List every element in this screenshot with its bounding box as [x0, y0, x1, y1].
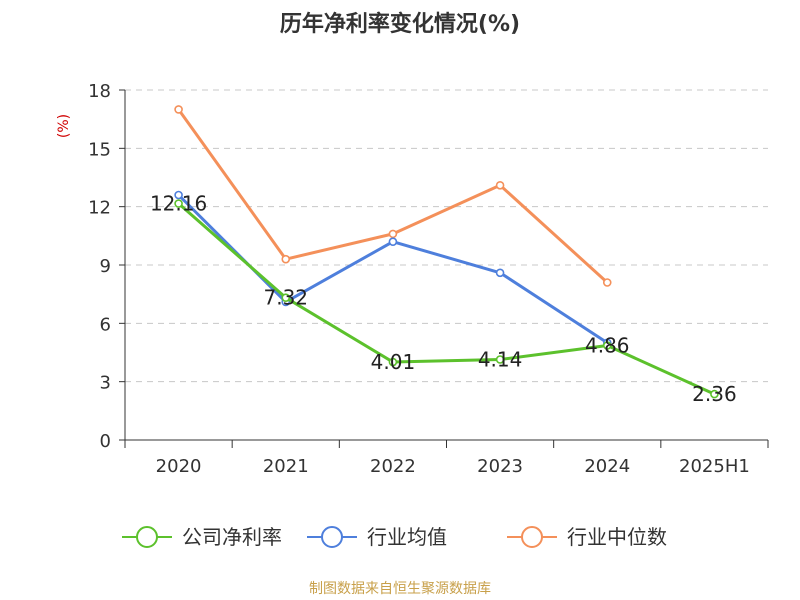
legend-marker: [321, 526, 343, 548]
y-tick-label: 12: [88, 198, 111, 219]
data-point[interactable]: [495, 180, 505, 190]
data-label: 4.01: [371, 350, 416, 374]
x-tick-label: 2023: [477, 456, 523, 477]
data-point[interactable]: [495, 355, 505, 364]
data-point[interactable]: [710, 389, 719, 399]
data-point[interactable]: [495, 268, 505, 278]
legend-marker: [136, 526, 158, 548]
grid-lines: [125, 89, 768, 383]
legend[interactable]: 公司净利率 行业均值 行业中位数: [122, 525, 667, 549]
y-tick-label: 18: [88, 81, 111, 102]
legend-item[interactable]: 公司净利率: [122, 525, 282, 549]
chart-title: 历年净利率变化情况(%): [279, 12, 521, 37]
data-label: 12.16: [150, 192, 207, 216]
axes: 0 3 6 9 12 15 18 2020 2021 2022 2023 2024 2025H1: [88, 81, 769, 477]
data-label: 4.86: [585, 334, 630, 358]
y-tick-label: 6: [100, 314, 111, 335]
series-line: [177, 193, 609, 345]
data-point[interactable]: [281, 254, 291, 264]
data-point[interactable]: [174, 105, 183, 114]
legend-item[interactable]: 行业中位数: [507, 525, 667, 549]
series-line: [177, 202, 716, 396]
data-point[interactable]: [388, 237, 398, 246]
x-tick-label: 2022: [370, 456, 416, 477]
y-tick-label: 3: [100, 373, 111, 394]
legend-label: 行业均值: [367, 525, 447, 549]
x-tick-label: 2025H1: [679, 456, 750, 477]
series-line: [177, 108, 609, 284]
data-point[interactable]: [388, 229, 398, 239]
data-labels: 12.16 7.32 4.01 4.14 4.86 2.36: [150, 192, 737, 407]
data-point[interactable]: [388, 357, 398, 367]
x-tick-label: 2024: [584, 456, 630, 477]
x-tick-label: 2021: [263, 456, 309, 477]
data-source-note: 制图数据来自恒生聚源数据库: [309, 581, 491, 597]
legend-label: 公司净利率: [182, 525, 282, 549]
legend-label: 行业中位数: [567, 525, 667, 549]
x-tick-label: 2020: [156, 456, 202, 477]
series-layer: [174, 105, 719, 399]
data-point[interactable]: [281, 293, 291, 302]
data-point[interactable]: [602, 341, 612, 350]
y-axis-unit: (%): [56, 114, 72, 138]
data-point[interactable]: [174, 190, 183, 200]
data-label: 7.32: [263, 286, 308, 310]
data-point[interactable]: [174, 199, 183, 208]
data-label: 4.14: [478, 348, 523, 372]
data-point[interactable]: [602, 278, 612, 287]
y-tick-label: 15: [88, 139, 111, 160]
y-tick-label: 9: [100, 256, 111, 277]
legend-marker: [521, 526, 543, 548]
y-tick-label: 0: [100, 431, 111, 452]
data-label: 2.36: [692, 382, 737, 406]
legend-item[interactable]: 行业均值: [307, 525, 447, 549]
